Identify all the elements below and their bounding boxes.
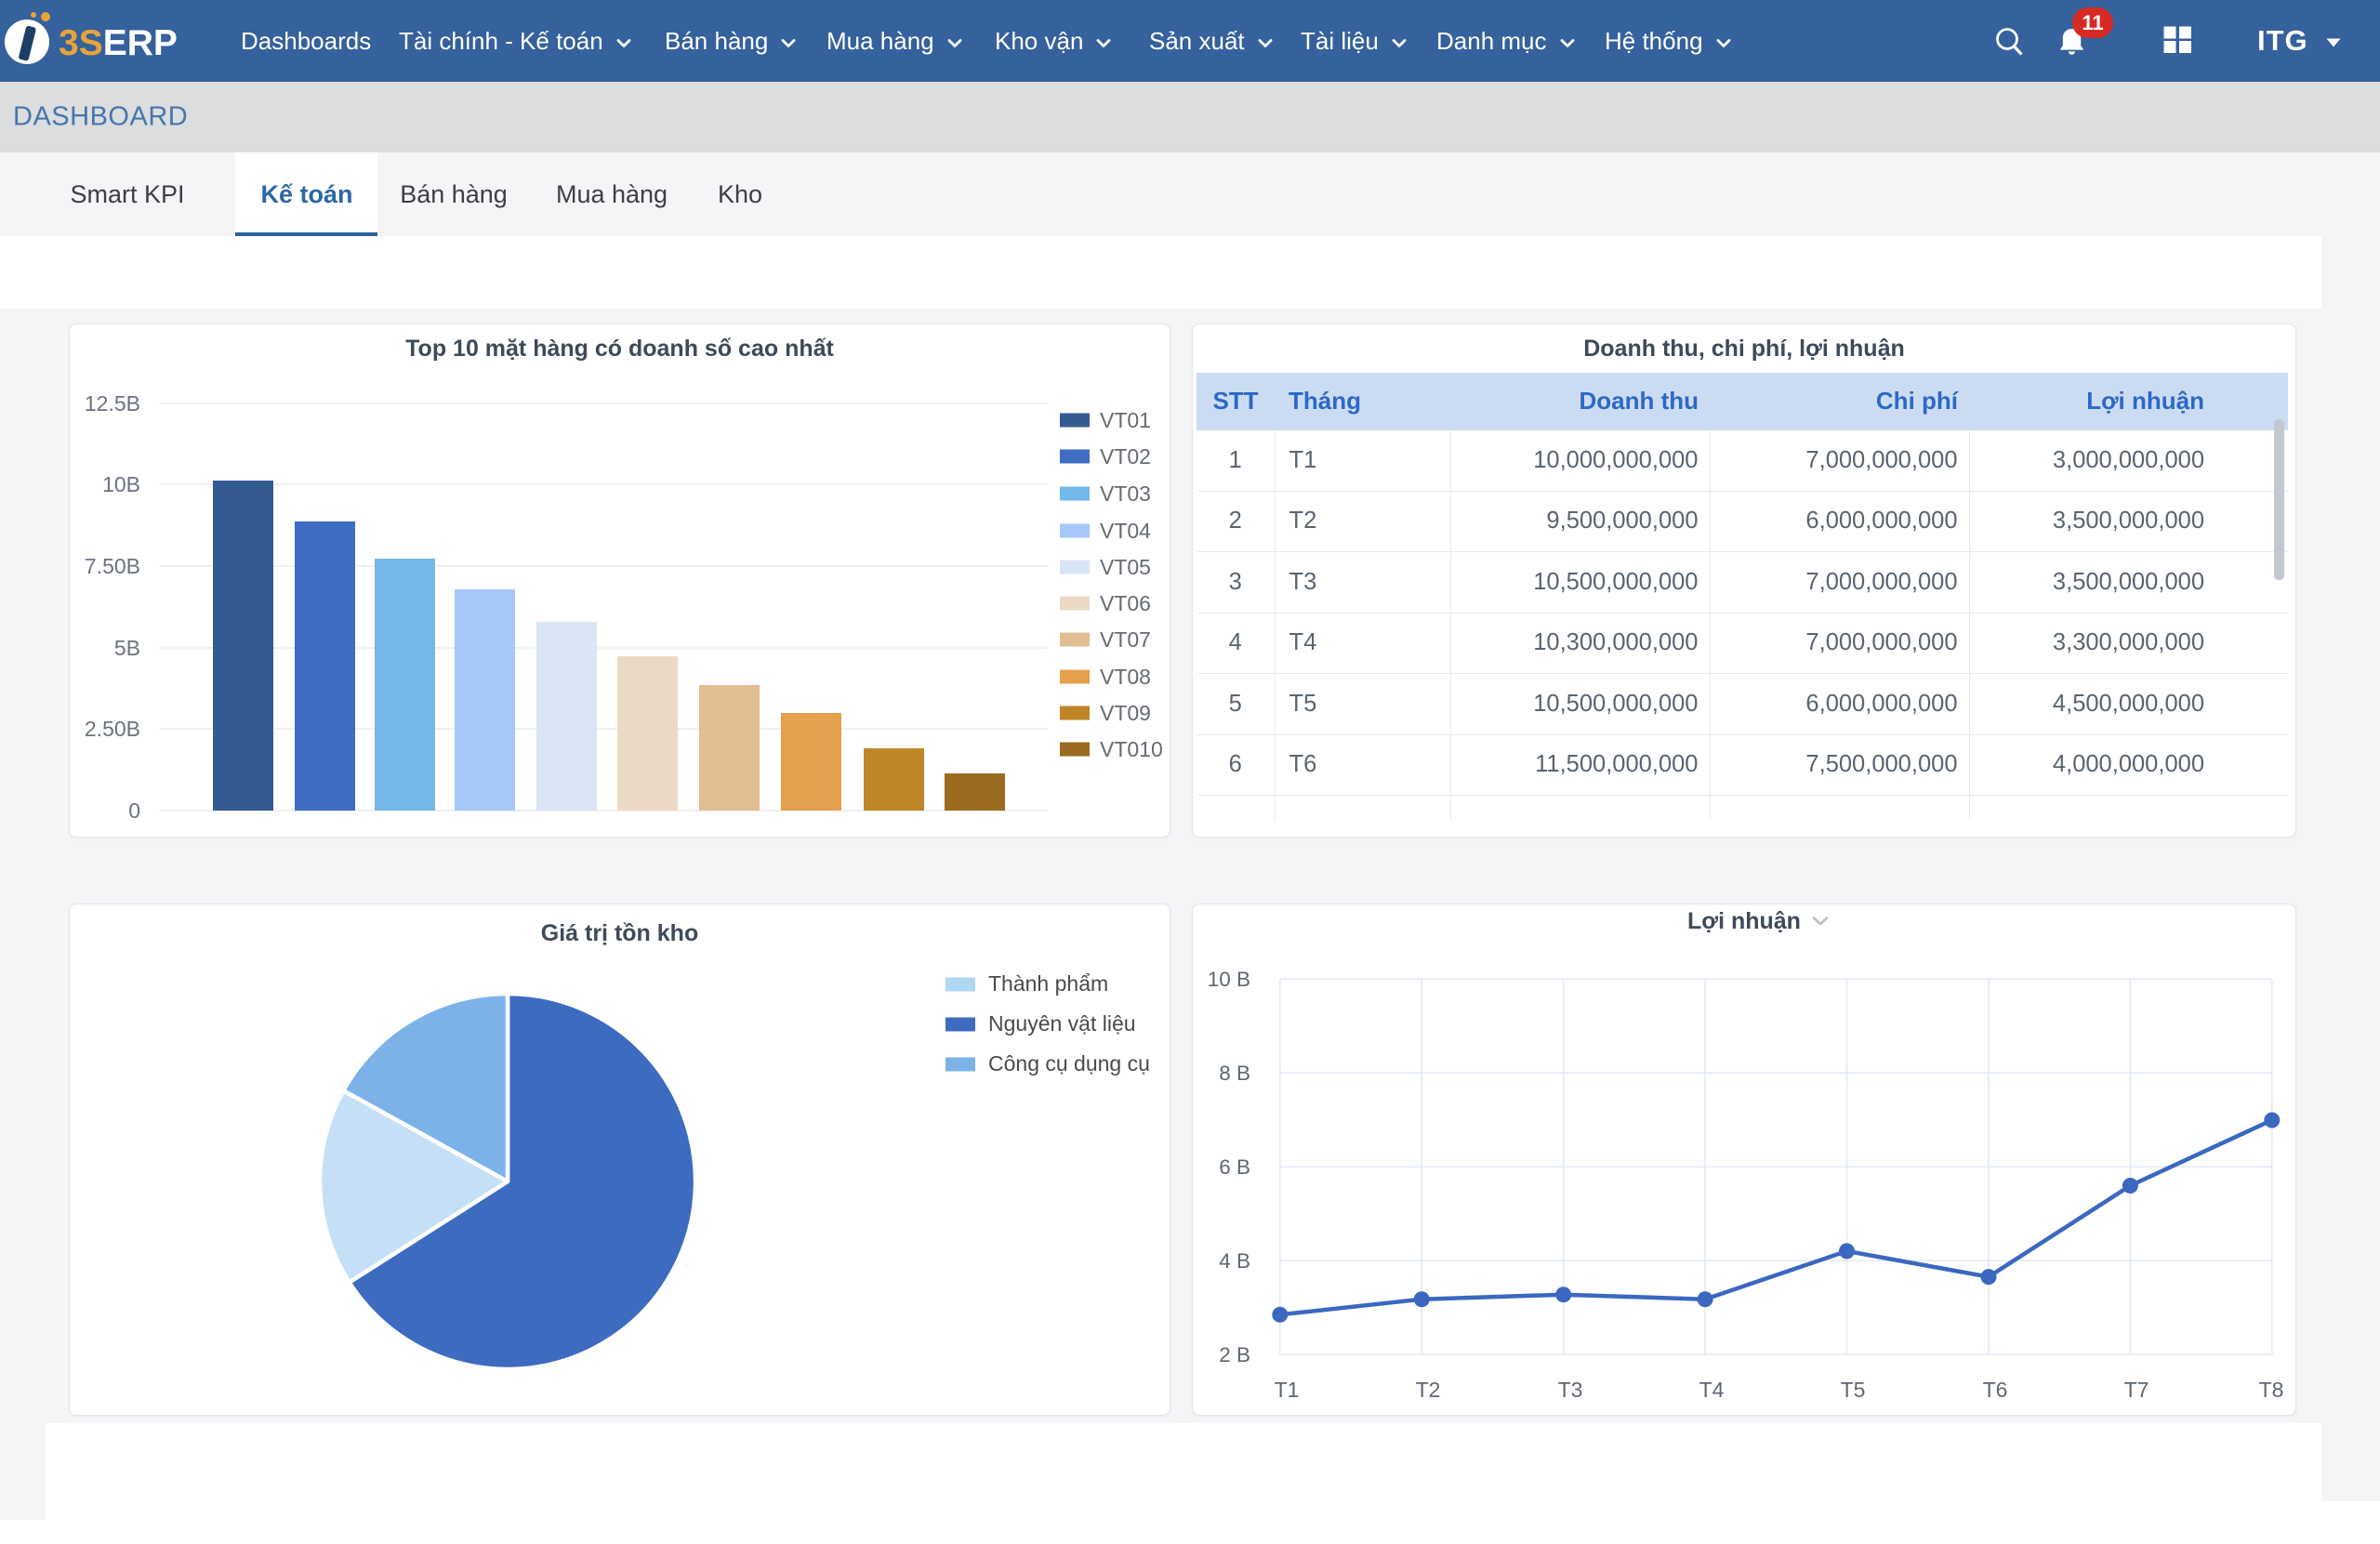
- svg-text:10B: 10B: [102, 472, 140, 496]
- svg-text:VT07: VT07: [1100, 627, 1151, 652]
- svg-text:Thành phẩm: Thành phẩm: [988, 971, 1108, 996]
- svg-text:7.50B: 7.50B: [85, 554, 140, 578]
- svg-text:VT010: VT010: [1100, 737, 1163, 761]
- svg-text:3SERP: 3SERP: [59, 23, 178, 63]
- svg-text:6 B: 6 B: [1219, 1155, 1250, 1179]
- svg-text:VT01: VT01: [1100, 408, 1151, 432]
- svg-text:Nguyên vật liệu: Nguyên vật liệu: [988, 1011, 1136, 1036]
- svg-text:4 B: 4 B: [1219, 1249, 1250, 1273]
- svg-text:5B: 5B: [114, 636, 140, 660]
- svg-text:VT04: VT04: [1100, 519, 1151, 543]
- svg-text:VT03: VT03: [1100, 482, 1151, 506]
- svg-text:VT08: VT08: [1100, 665, 1151, 689]
- svg-text:T1: T1: [1275, 1378, 1300, 1402]
- svg-text:T3: T3: [1558, 1378, 1583, 1402]
- svg-text:T4: T4: [1699, 1378, 1725, 1402]
- svg-text:VT05: VT05: [1100, 555, 1151, 579]
- svg-text:T7: T7: [2124, 1378, 2149, 1402]
- svg-text:12.5B: 12.5B: [85, 391, 140, 416]
- svg-text:2.50B: 2.50B: [85, 717, 140, 741]
- svg-text:T5: T5: [1841, 1378, 1866, 1402]
- svg-text:10 B: 10 B: [1208, 968, 1250, 991]
- svg-text:T2: T2: [1416, 1378, 1441, 1402]
- svg-text:VT06: VT06: [1100, 591, 1151, 615]
- svg-text:T6: T6: [1983, 1378, 2008, 1402]
- svg-text:8 B: 8 B: [1219, 1062, 1250, 1085]
- svg-text:T8: T8: [2259, 1378, 2284, 1402]
- svg-text:VT02: VT02: [1100, 444, 1151, 468]
- svg-text:Công cụ dụng cụ: Công cụ dụng cụ: [988, 1051, 1150, 1076]
- svg-text:VT09: VT09: [1100, 701, 1151, 725]
- svg-text:2 B: 2 B: [1219, 1343, 1250, 1366]
- svg-text:0: 0: [128, 798, 140, 823]
